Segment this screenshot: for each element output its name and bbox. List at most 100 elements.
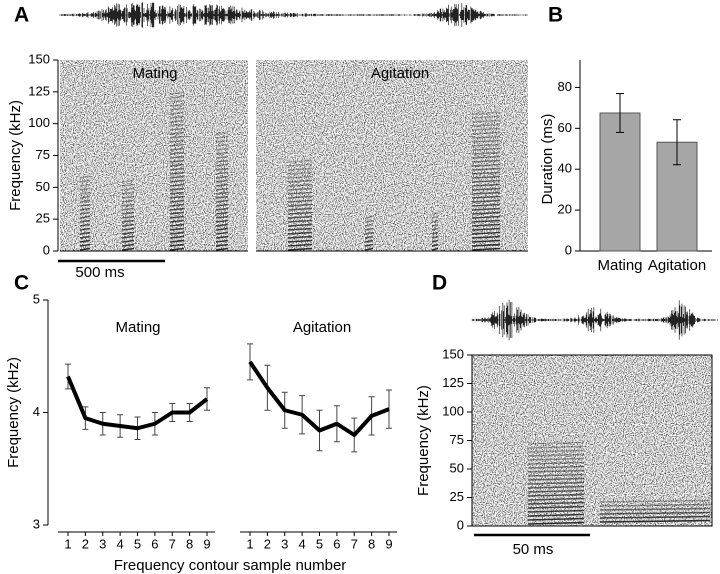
harmonic-band xyxy=(287,215,313,219)
harmonic-band xyxy=(471,247,501,251)
y-tick-label: 100 xyxy=(442,403,464,418)
panel-letter: B xyxy=(548,4,563,27)
harmonic-band xyxy=(471,191,501,195)
harmonic-band xyxy=(169,151,185,155)
harmonic-band xyxy=(215,147,229,151)
harmonic-band xyxy=(471,135,501,139)
harmonic-band xyxy=(287,239,313,243)
harmonic-band xyxy=(215,135,229,139)
harmonic-band xyxy=(169,207,185,211)
harmonic-band xyxy=(431,219,439,223)
harmonic-band xyxy=(287,199,313,203)
harmonic-band xyxy=(599,499,711,503)
x-tick-label: 2 xyxy=(82,536,89,551)
harmonic-band xyxy=(527,469,585,473)
y-tick-label: 40 xyxy=(558,161,572,176)
harmonic-band xyxy=(121,207,135,211)
x-tick-label: 4 xyxy=(117,536,124,551)
y-tick-label: 25 xyxy=(36,211,50,226)
line xyxy=(248,360,390,437)
harmonic-band xyxy=(79,179,91,183)
harmonic-band xyxy=(287,163,313,167)
harmonic-band xyxy=(169,203,185,207)
harmonic-band xyxy=(215,195,229,199)
y-tick-label: 50 xyxy=(36,179,50,194)
harmonic-band xyxy=(471,159,501,163)
harmonic-band xyxy=(527,513,585,517)
y-tick-label: 125 xyxy=(442,375,464,390)
harmonic-band xyxy=(527,493,585,497)
harmonic-band xyxy=(121,183,135,187)
harmonic-band xyxy=(215,243,229,247)
harmonic-band xyxy=(169,103,185,107)
x-tick-label: 1 xyxy=(246,536,253,551)
harmonic-band xyxy=(169,119,185,123)
harmonic-band xyxy=(471,115,501,119)
harmonic-band xyxy=(364,247,374,251)
x-tick-label: 2 xyxy=(264,536,271,551)
x-tick-label: 7 xyxy=(351,536,358,551)
harmonic-band xyxy=(471,223,501,227)
harmonic-band xyxy=(169,135,185,139)
harmonic-band xyxy=(364,219,374,223)
harmonic-band xyxy=(287,227,313,231)
spectrogram-noise xyxy=(60,60,248,251)
harmonic-band xyxy=(471,203,501,207)
harmonic-band xyxy=(471,243,501,247)
harmonic-band xyxy=(169,223,185,227)
harmonic-band xyxy=(215,211,229,215)
harmonic-band xyxy=(215,143,229,147)
harmonic-band xyxy=(527,453,585,457)
harmonic-band xyxy=(79,223,91,227)
harmonic-band xyxy=(169,183,185,187)
scale-bar-label: 500 ms xyxy=(75,264,124,281)
harmonic-band xyxy=(287,167,313,171)
harmonic-band xyxy=(471,207,501,211)
harmonic-band xyxy=(215,159,229,163)
panel-letter: D xyxy=(432,272,447,295)
harmonic-band xyxy=(471,171,501,175)
harmonic-band xyxy=(121,227,135,231)
x-tick-label: 6 xyxy=(333,536,340,551)
harmonic-band xyxy=(471,227,501,231)
harmonic-band xyxy=(79,191,91,195)
harmonic-band xyxy=(169,139,185,143)
harmonic-band xyxy=(364,227,374,231)
harmonic-band xyxy=(79,175,91,179)
annotation: Mating xyxy=(132,65,177,82)
annotation: Agitation xyxy=(371,65,429,82)
harmonic-band xyxy=(169,191,185,195)
harmonic-band xyxy=(215,223,229,227)
y-tick-label: 0 xyxy=(457,517,464,532)
harmonic-band xyxy=(121,223,135,227)
harmonic-band xyxy=(471,215,501,219)
harmonic-band xyxy=(79,227,91,231)
harmonic-band xyxy=(215,183,229,187)
harmonic-band xyxy=(79,207,91,211)
harmonic-band xyxy=(471,235,501,239)
harmonic-band xyxy=(527,477,585,481)
harmonic-band xyxy=(527,449,585,453)
harmonic-band xyxy=(169,199,185,203)
harmonic-band xyxy=(599,515,711,519)
harmonic-band xyxy=(169,227,185,231)
harmonic-band xyxy=(287,243,313,247)
harmonic-band xyxy=(121,179,135,183)
harmonic-band xyxy=(121,235,135,239)
harmonic-band xyxy=(215,163,229,167)
harmonic-band xyxy=(599,519,711,523)
harmonic-band xyxy=(471,111,501,115)
x-tick-label: 1 xyxy=(64,536,71,551)
harmonic-band xyxy=(215,199,229,203)
x-tick-label: 6 xyxy=(151,536,158,551)
harmonic-band xyxy=(121,215,135,219)
harmonic-band xyxy=(287,247,313,251)
harmonic-band xyxy=(431,223,439,227)
harmonic-band xyxy=(287,203,313,207)
harmonic-band xyxy=(287,187,313,191)
y-tick-label: 125 xyxy=(28,83,50,98)
y-axis-label: Frequency (kHz) xyxy=(415,385,432,496)
x-tick-label: 5 xyxy=(134,536,141,551)
line xyxy=(66,375,209,431)
y-tick-label: 50 xyxy=(450,460,464,475)
